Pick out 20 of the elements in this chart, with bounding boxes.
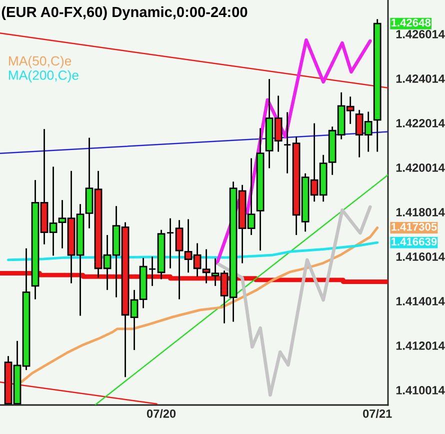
y-tick-label: 1.418014: [396, 208, 445, 216]
text: 1.42648: [391, 18, 431, 27]
chart-title: (EUR A0-FX,60) Dynamic,0:00-24:00: [2, 6, 248, 20]
y-tick-label: 1.422014: [396, 119, 445, 128]
candlestick: [166, 218, 174, 270]
y-tick-label: 1.424014: [396, 74, 445, 83]
y-tick-label: 1.410014: [396, 386, 445, 394]
y-tick-label: 1.416014: [396, 252, 445, 261]
y-tick-label: 1.414014: [396, 297, 445, 306]
data-label: 1.416639: [391, 238, 437, 246]
x-tick-label: 07/20: [146, 409, 176, 418]
y-tick-label: 1.426014: [396, 30, 445, 38]
candlestick: [283, 111, 292, 174]
y-tick-label: 1.412014: [396, 342, 445, 350]
text: MA(200,C)e: [9, 70, 78, 82]
y-tick-label: 1.420014: [396, 164, 445, 172]
x-tick-label: 07/21: [363, 409, 392, 418]
candlestick: [148, 256, 156, 287]
data-label: 1.417305: [391, 222, 437, 231]
text: MA(50,C)e: [9, 56, 72, 68]
